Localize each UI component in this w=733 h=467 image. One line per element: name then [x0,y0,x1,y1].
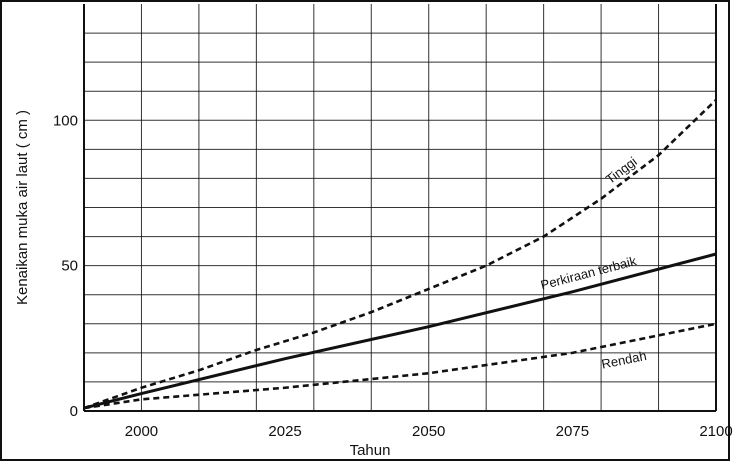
series-label-2: Rendah [600,348,648,372]
series-label-0: Tinggi [603,154,640,187]
x-tick-label: 2000 [125,423,158,440]
grid [84,4,716,411]
x-tick-label: 2025 [268,423,301,440]
series-layer [83,99,717,410]
y-tick-label: 0 [70,403,78,420]
series-line-1 [83,252,717,410]
series-line-0 [83,99,717,410]
y-axis-title: Kenaikan muka air laut ( cm ) [14,110,31,305]
x-axis-title: Tahun [350,442,391,459]
x-tick-label: 2075 [556,423,589,440]
labels: 2000 2025 2050 2075 2100 0 50 100 Tahun Kenaikan … [14,110,733,459]
x-tick-label: 2050 [412,423,445,440]
y-tick-label: 50 [61,258,78,275]
series-line-2 [83,322,717,410]
x-tick-label: 2100 [699,423,732,440]
y-tick-label: 100 [53,112,78,129]
